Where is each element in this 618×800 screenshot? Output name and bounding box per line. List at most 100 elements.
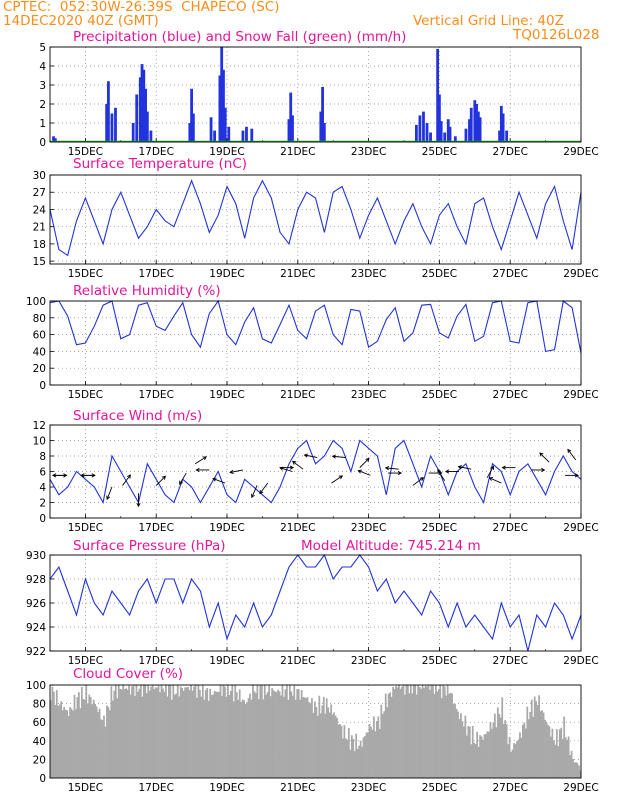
cloud-bar: [207, 700, 210, 778]
cloud-bar: [339, 723, 341, 778]
cloud-bar: [467, 725, 470, 778]
cloud-bar: [311, 698, 313, 778]
precip-bar: [478, 117, 482, 142]
x-tick-label: 25DEC: [422, 268, 457, 280]
cloud-bar: [449, 692, 452, 778]
cloud-bar: [173, 694, 176, 778]
wind-vector-shaft: [437, 469, 446, 482]
wind-vector: [303, 453, 318, 458]
cloud-bar: [70, 708, 73, 778]
cloud-bar: [290, 691, 293, 778]
cloud-bar: [178, 696, 181, 778]
cloud-bar: [243, 700, 245, 778]
cloud-bar: [331, 714, 334, 778]
cloud-bar: [504, 720, 507, 778]
cloud-bar: [491, 728, 493, 778]
cloud-bar: [98, 708, 101, 778]
wind-vector: [251, 485, 258, 499]
cloud-bar: [510, 751, 512, 778]
cloud-bar: [365, 732, 368, 778]
cloud-bar: [488, 731, 490, 778]
y-tick-label: 15: [33, 256, 46, 268]
wind-vector-head: [179, 480, 183, 486]
wind-vector: [51, 473, 66, 478]
cloud-bar: [513, 743, 515, 778]
cloud-bar: [249, 693, 251, 778]
y-tick-label: 80: [33, 313, 46, 325]
x-tick-label: 19DEC: [209, 146, 244, 158]
cloud-bar: [333, 712, 335, 778]
cloud-bar: [349, 749, 352, 778]
cloud-bar: [266, 692, 269, 778]
cloud-bar: [274, 691, 276, 778]
cloud-bar: [222, 685, 225, 778]
cloud-bar: [575, 762, 577, 778]
cloud-bar: [563, 716, 566, 778]
cloud-bar: [492, 722, 495, 778]
cloud-bar: [318, 695, 321, 778]
cloud-bar: [421, 685, 424, 778]
x-tick-label: 15DEC: [68, 268, 103, 280]
cloud-bar: [502, 724, 505, 778]
cloud-bar: [294, 699, 297, 778]
cloud-bar: [66, 710, 68, 778]
cloud-bar: [286, 685, 288, 778]
cloud-bar: [448, 693, 451, 778]
cloud-bar: [377, 716, 380, 778]
cloud-bar: [364, 736, 366, 778]
cloud-bar: [293, 685, 296, 778]
cloud-bar: [69, 706, 71, 778]
cloud-bar: [350, 735, 353, 778]
cloud-bar: [147, 685, 150, 778]
precip-bar: [464, 128, 468, 142]
cloud-bar: [215, 691, 217, 778]
cloud-bar: [272, 690, 275, 778]
cloud-bar: [514, 743, 517, 778]
wind-vector-head: [91, 473, 96, 478]
cloud-bar: [221, 695, 223, 778]
cloud-bar: [359, 740, 362, 778]
precip-bar: [418, 115, 422, 142]
cloud-bar: [455, 708, 458, 778]
x-tick-label: 27DEC: [492, 389, 527, 401]
cloud-bar: [256, 685, 259, 778]
x-tick-label: 27DEC: [492, 655, 527, 667]
x-tick-label: 23DEC: [351, 389, 386, 401]
precip-bar: [144, 88, 147, 142]
cloud-bar: [325, 698, 328, 778]
x-tick-label: 29DEC: [563, 782, 598, 794]
cloud-bar: [392, 686, 394, 778]
wind-vector: [444, 469, 459, 474]
cloud-bar: [384, 693, 387, 778]
cloud-bar: [297, 689, 300, 778]
cloud-bar: [316, 715, 319, 778]
cloud-bar: [496, 707, 499, 778]
wind-vector-head: [331, 454, 337, 459]
chart-title: Surface Wind (m/s): [73, 408, 202, 424]
cloud-bar: [78, 692, 80, 778]
cloud-bar: [58, 704, 61, 778]
cloud-bar: [508, 736, 511, 778]
cloud-bar: [429, 689, 431, 778]
cloud-bar: [522, 724, 524, 778]
cloud-bar: [300, 690, 303, 778]
cloud-bar: [139, 685, 142, 778]
y-tick-label: 5: [39, 42, 46, 54]
cloud-bar: [558, 729, 561, 778]
x-tick-label: 17DEC: [138, 522, 173, 534]
wind-vector-head: [279, 466, 284, 471]
cloud-bar: [485, 733, 487, 778]
cloud-bar: [362, 737, 365, 778]
cloud-bar: [523, 722, 526, 778]
cloud-bar: [85, 685, 88, 778]
x-tick-label: 21DEC: [280, 782, 315, 794]
cloud-bar: [442, 685, 445, 778]
cloud-bar: [253, 691, 256, 778]
x-tick-label: 25DEC: [422, 782, 457, 794]
precip-bar: [209, 117, 213, 142]
wind-vector: [179, 472, 187, 486]
wind-line: [49, 439, 582, 505]
cloud-bar: [82, 698, 85, 778]
cloud-bar: [445, 695, 448, 778]
